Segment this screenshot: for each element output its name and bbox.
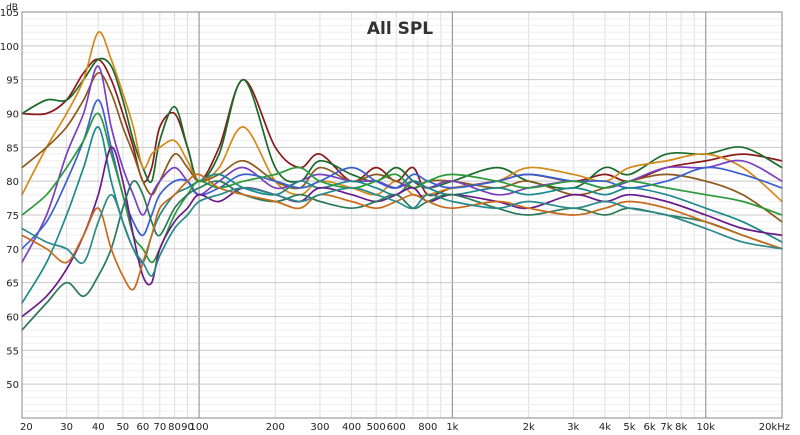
series-line-12 [21, 187, 783, 277]
plot-frame [21, 11, 783, 419]
x-tick-label: 80 [168, 422, 181, 433]
x-tick-label: 3k [567, 422, 579, 433]
y-tick-label: 55 [6, 346, 19, 357]
x-tick-label: 500 [367, 422, 386, 433]
x-tick-label: 30 [60, 422, 73, 433]
x-tick-label: 800 [418, 422, 437, 433]
x-tick-label: 1k [446, 422, 458, 433]
x-tick-label: 2k [523, 422, 535, 433]
y-tick-label: 75 [6, 211, 19, 222]
x-tick-label: 10k [696, 422, 715, 433]
x-tick-label: 300 [310, 422, 329, 433]
series-line-2 [21, 57, 783, 190]
series-line-11 [21, 173, 783, 291]
y-tick-label: 70 [6, 245, 19, 256]
y-tick-label: 60 [6, 313, 19, 324]
series-line-3 [21, 31, 783, 203]
x-tick-label: 40 [92, 422, 105, 433]
x-tick-label: 100 [190, 422, 209, 433]
x-tick-label: 200 [266, 422, 285, 433]
x-tick-label: 20kHz [759, 422, 790, 433]
y-tick-label: 80 [6, 177, 19, 188]
y-tick-label: 50 [6, 380, 19, 391]
x-tick-label: 50 [116, 422, 129, 433]
x-tick-label: 7k [660, 422, 672, 433]
x-tick-label: 6k [643, 422, 655, 433]
x-tick-label: 60 [137, 422, 150, 433]
series-line-8 [21, 112, 783, 264]
x-tick-label: 8k [675, 422, 687, 433]
series-layer [21, 31, 783, 331]
x-tick-label: 5k [623, 422, 635, 433]
y-tick-label: 90 [6, 110, 19, 121]
chart-title: All SPL [367, 19, 433, 39]
x-tick-label: 4k [599, 422, 611, 433]
y-tick-label: 95 [6, 76, 19, 87]
y-axis-label: dB [6, 3, 18, 13]
x-tick-label: 20 [20, 422, 33, 433]
y-tick-label: 105 [0, 8, 19, 19]
x-tick-label: 400 [342, 422, 361, 433]
y-tick-label: 65 [6, 279, 19, 290]
x-tick-label: 600 [387, 422, 406, 433]
x-tick-label: 70 [153, 422, 166, 433]
x-tick-label: 90 [181, 422, 194, 433]
y-tick-labels: 50 55 60 65 70 75 80 85 90 95 100 105 [0, 8, 19, 391]
y-tick-label: 85 [6, 143, 19, 154]
y-tick-label: 100 [0, 42, 19, 53]
